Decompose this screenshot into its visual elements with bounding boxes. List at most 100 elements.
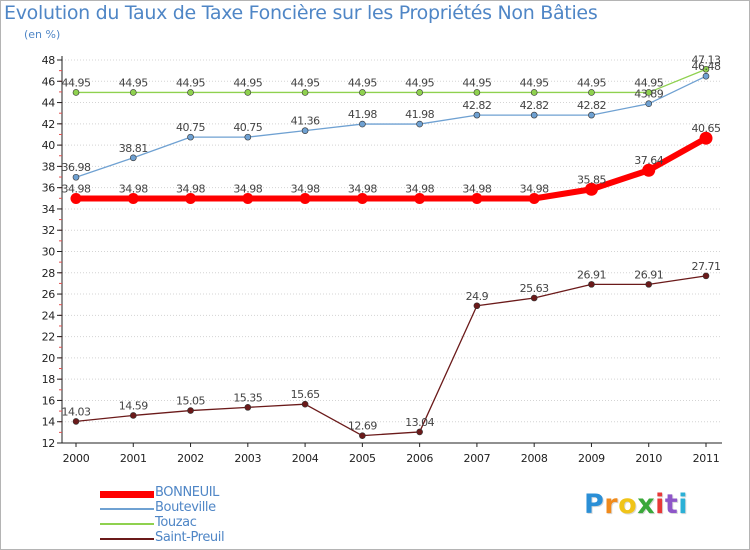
series-line-touzac	[76, 68, 707, 94]
data-point	[642, 163, 656, 177]
legend-item: BONNEUIL	[100, 485, 300, 501]
y-tick-label: 28	[42, 267, 56, 280]
data-label: 25.63	[520, 282, 549, 295]
data-label: 13.04	[405, 416, 434, 429]
logo-letter: P	[584, 489, 605, 520]
legend-item: Touzac	[100, 515, 300, 531]
x-tick-label: 2008	[521, 452, 548, 465]
y-tick-label: 14	[42, 416, 56, 429]
data-label: 27.71	[692, 260, 721, 273]
y-tick-label: 18	[42, 373, 56, 386]
x-tick-label: 2009	[578, 452, 605, 465]
data-label: 34.98	[291, 183, 320, 196]
data-label: 44.95	[348, 76, 377, 89]
data-label: 37.64	[634, 154, 663, 167]
data-point	[72, 173, 80, 181]
data-label: 40.75	[233, 121, 262, 134]
data-label: 42.82	[520, 99, 549, 112]
data-label: 44.95	[291, 76, 320, 89]
data-point	[530, 111, 538, 119]
y-tick-label: 26	[42, 288, 56, 301]
x-tick-label: 2004	[292, 452, 319, 465]
proxiti-logo: Proxiti	[584, 489, 688, 520]
x-tick-label: 2003	[234, 452, 261, 465]
data-label: 34.98	[119, 183, 148, 196]
data-point	[473, 302, 481, 310]
y-tick-label: 16	[42, 394, 56, 407]
data-label: 44.95	[176, 76, 205, 89]
x-tick-label: 2010	[635, 452, 662, 465]
data-label: 42.82	[577, 99, 606, 112]
chart-title: Evolution du Taux de Taxe Foncière sur l…	[4, 2, 598, 24]
data-point	[301, 89, 309, 96]
data-point	[359, 89, 366, 96]
y-tick-label: 36	[42, 182, 56, 195]
data-point	[359, 432, 366, 439]
data-label: 44.95	[577, 76, 606, 89]
y-tick-label: 20	[42, 352, 56, 365]
series-line-bonneuil	[76, 135, 708, 202]
legend-swatch	[100, 508, 154, 510]
x-tick-label: 2002	[177, 452, 204, 465]
legend-label: Touzac	[155, 515, 197, 530]
y-axis-unit: (en %)	[24, 28, 61, 41]
data-point	[588, 281, 595, 288]
legend-swatch	[100, 490, 154, 498]
data-label: 26.91	[634, 268, 663, 281]
data-point	[588, 111, 595, 119]
data-point	[645, 281, 653, 288]
data-label: 34.98	[62, 183, 91, 196]
data-label: 43.89	[634, 88, 663, 101]
data-label: 42.82	[462, 99, 491, 112]
data-point	[244, 404, 252, 411]
x-tick-label: 2000	[63, 452, 90, 465]
logo-letter: x	[637, 489, 656, 520]
data-point	[584, 182, 598, 196]
data-label: 47.13	[692, 53, 721, 66]
data-label: 14.03	[62, 405, 91, 418]
data-point	[414, 193, 426, 205]
data-point	[645, 100, 653, 108]
chart-legend: BONNEUIL Bouteville Touzac Saint-Preuil	[100, 485, 300, 546]
data-label: 24.9	[466, 290, 489, 303]
data-label: 44.95	[119, 76, 148, 89]
data-label: 41.98	[348, 108, 377, 121]
data-point	[185, 193, 197, 205]
data-point	[473, 89, 481, 96]
x-tick-label: 2006	[406, 452, 433, 465]
legend-label: Bouteville	[155, 500, 216, 515]
data-point	[416, 428, 423, 436]
legend-item: Bouteville	[100, 500, 300, 516]
data-label: 44.95	[634, 76, 663, 89]
y-tick-label: 48	[42, 54, 56, 67]
data-label: 35.85	[577, 173, 606, 186]
data-label: 44.95	[233, 76, 262, 89]
data-label: 38.81	[119, 142, 148, 155]
series-line-saint-preuil	[75, 275, 707, 437]
data-label: 14.59	[119, 399, 148, 412]
data-label: 46.48	[692, 60, 721, 73]
data-point	[359, 120, 366, 128]
legend-label: BONNEUIL	[155, 485, 219, 500]
data-point	[244, 133, 252, 141]
x-tick-label: 2005	[349, 452, 376, 465]
data-point	[70, 193, 82, 205]
data-label: 40.75	[176, 121, 205, 134]
data-label: 44.95	[520, 76, 549, 89]
series-line-bouteville	[75, 75, 707, 178]
data-label: 44.95	[62, 76, 91, 89]
logo-letter: i	[678, 489, 689, 520]
data-point	[187, 407, 194, 414]
data-label: 15.35	[233, 391, 262, 404]
y-tick-label: 38	[42, 160, 56, 173]
data-label: 34.98	[233, 183, 262, 196]
data-point	[72, 89, 80, 96]
data-point	[129, 412, 137, 419]
data-label: 41.36	[291, 115, 320, 128]
y-tick-label: 34	[42, 203, 56, 216]
data-label: 40.65	[692, 122, 721, 135]
data-point	[699, 131, 713, 145]
data-point	[702, 272, 710, 280]
data-point	[530, 294, 538, 302]
data-point	[187, 133, 194, 141]
